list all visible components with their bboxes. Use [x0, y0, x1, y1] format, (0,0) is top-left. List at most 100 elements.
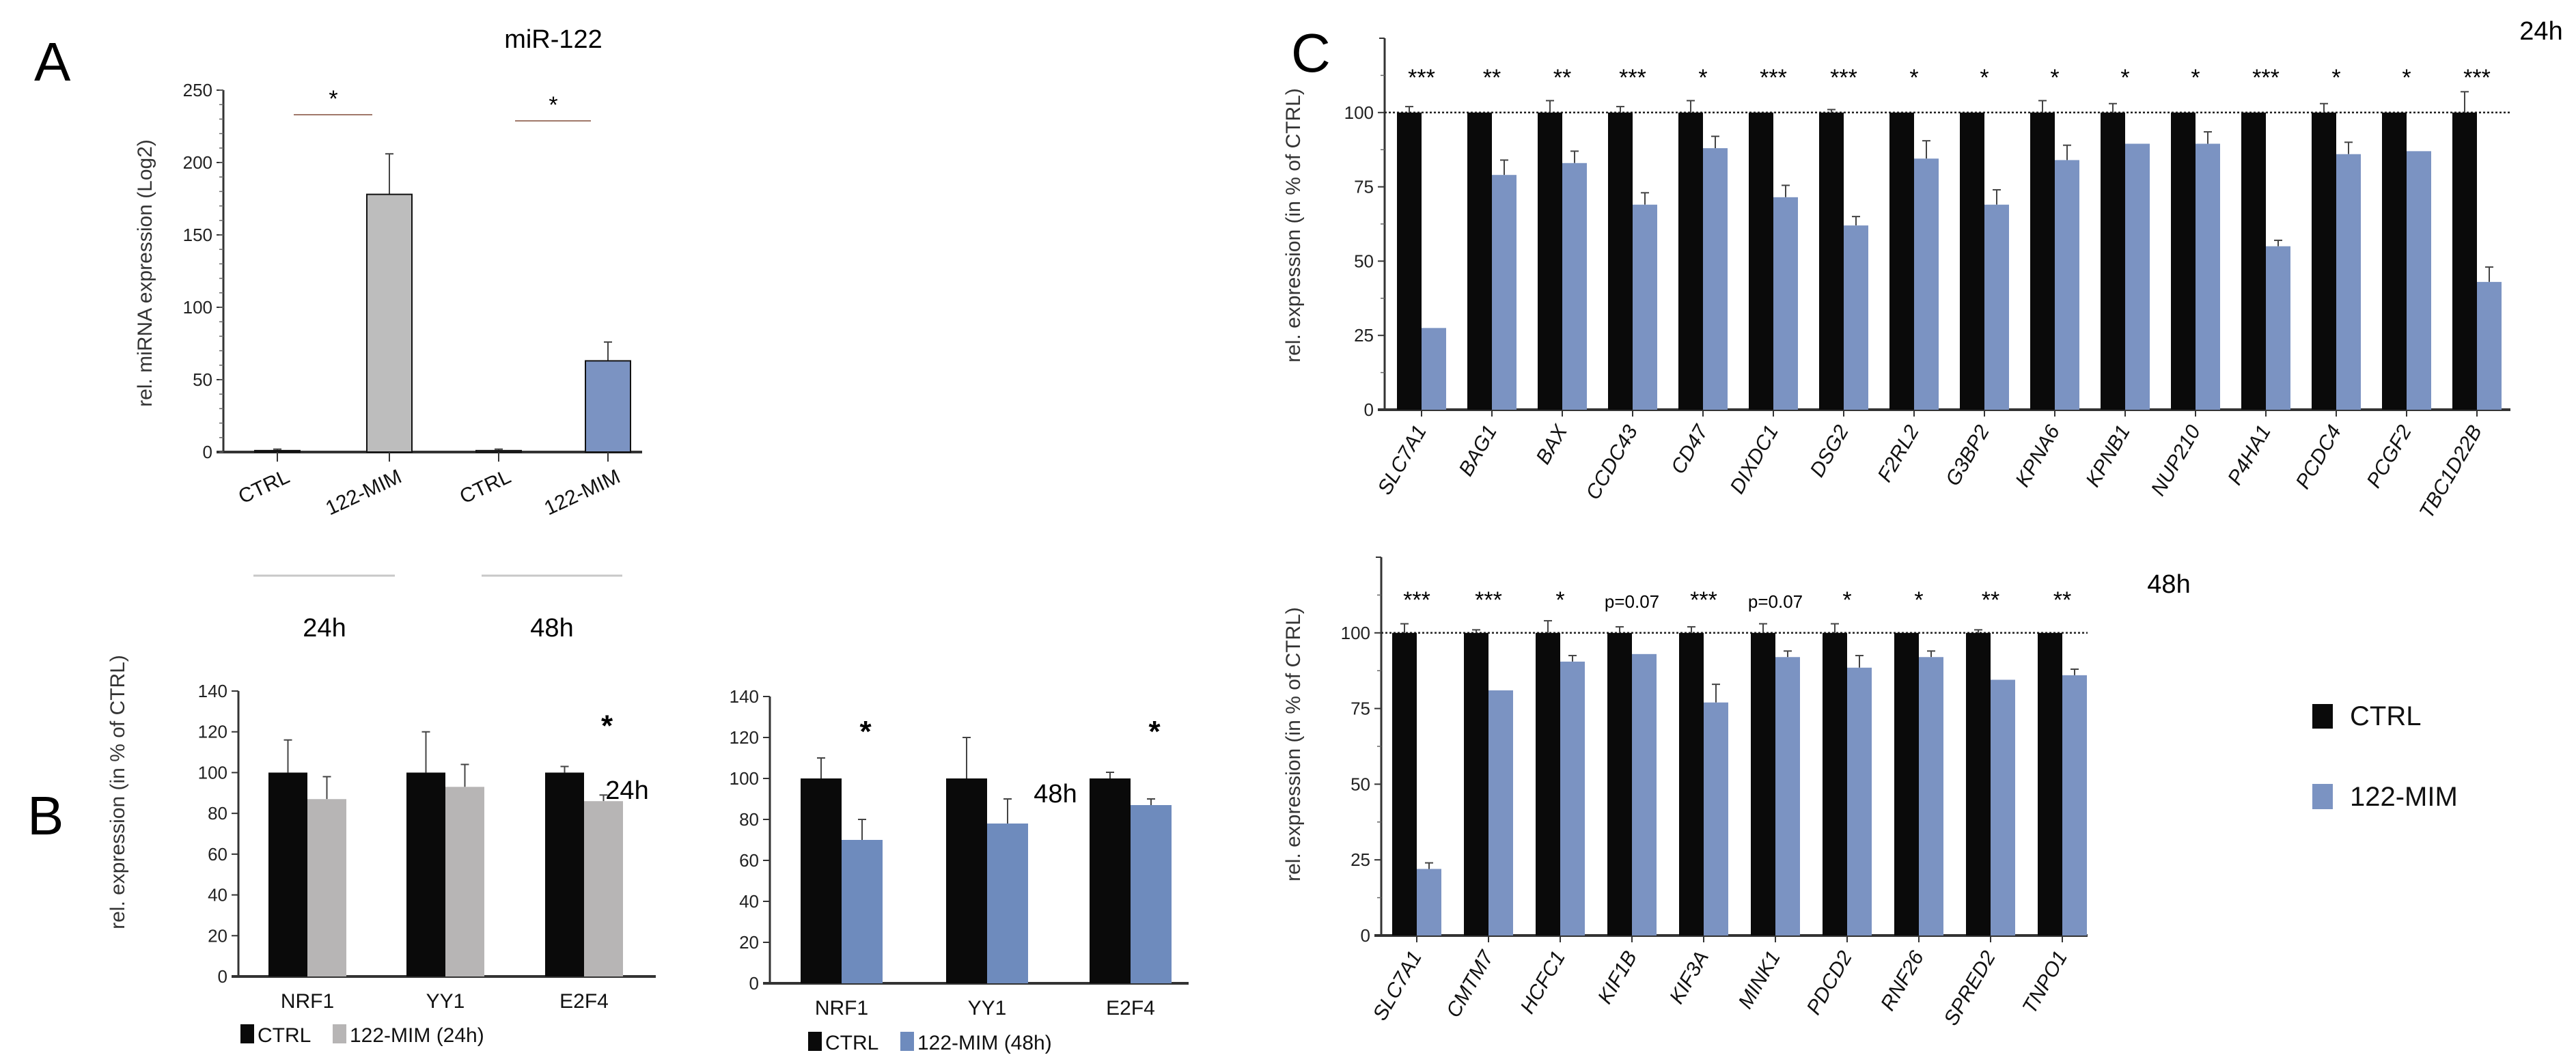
chart-c48-significance: ***	[1403, 587, 1430, 613]
chart-c48-bar-mim	[1991, 679, 2015, 936]
chart-c24-bar-ctrl	[1749, 112, 1773, 410]
chart-a-bar	[475, 449, 522, 453]
chart-c24-x-label: BAG1	[1454, 421, 1501, 480]
chart-c48-y-tick-label: 50	[1351, 774, 1370, 794]
chart-c48-significance: *	[1842, 587, 1851, 613]
chart-b-ylabel: rel. expression (in % of CTRL)	[107, 655, 129, 929]
chart-a-y-tick-label: 150	[183, 225, 212, 245]
chart-c24-x-label: DSG2	[1806, 421, 1854, 481]
chart-c48-y-tick-label: 0	[1361, 925, 1370, 946]
chart-c48-bar-ctrl	[1536, 632, 1560, 936]
group-label-48h: 48h	[530, 614, 573, 643]
chart-a-significance-label: *	[549, 92, 557, 118]
chart-a-x-label: 122-MIM	[322, 465, 405, 520]
chart-c24-x-label: NUP210	[2147, 421, 2205, 500]
chart-b24-title: 24h	[605, 776, 648, 805]
chart-c48-significance: *	[1555, 587, 1564, 613]
chart-b24-x-label: E2F4	[559, 990, 609, 1013]
chart-b24-bar-ctrl	[406, 772, 445, 976]
chart-c24-significance: *	[2402, 65, 2411, 91]
chart-c48-ylabel: rel. expression (in % of CTRL)	[1282, 607, 1305, 882]
chart-c24-significance: *	[1980, 65, 1989, 91]
chart-a-significance-label: *	[329, 86, 337, 112]
chart-b48-y-tick-label: 120	[730, 727, 759, 748]
chart-c48-bar-ctrl	[1464, 632, 1488, 936]
chart-b48-y-tick-label: 140	[730, 686, 759, 707]
chart-c48-bar-mim	[1775, 657, 1800, 936]
chart-c24-bar-mim	[1773, 197, 1798, 410]
chart-b24-y-tick-label: 0	[218, 966, 227, 987]
group-label-24h: 24h	[303, 614, 346, 643]
chart-c48-bar-ctrl	[1894, 632, 1919, 936]
chart-c24-bar-mim	[1984, 204, 2009, 410]
chart-c24-significance: ***	[2463, 65, 2491, 91]
chart-c24-bar-ctrl	[1960, 112, 1984, 410]
chart-c24-significance: *	[2331, 65, 2340, 91]
chart-c24-x-label: CD47	[1667, 421, 1713, 478]
chart-b24-legend-label: CTRL	[258, 1024, 311, 1047]
chart-a-y-tick-label: 0	[203, 442, 212, 462]
chart-c24-y-tick-label: 0	[1364, 399, 1374, 420]
chart-c24-x-label: CCDC43	[1581, 421, 1642, 504]
chart-b48-y-tick-label: 80	[739, 809, 759, 830]
chart-c24-bar-ctrl	[2382, 112, 2407, 410]
chart-c24-bar-ctrl	[1819, 112, 1844, 410]
chart-c24-x-label: PCDC4	[2292, 421, 2346, 493]
legend-c-mim-label: 122-MIM	[2350, 782, 2458, 812]
chart-b48-legend-swatch	[900, 1032, 914, 1051]
chart-b48-legend-label: CTRL	[825, 1032, 878, 1054]
panel-label-a: A	[34, 31, 71, 92]
chart-c24-bar-mim	[1422, 328, 1446, 410]
chart-c48-x-label: CMTM7	[1442, 946, 1499, 1022]
chart-c24-bar-mim	[1914, 158, 1939, 410]
chart-c48-bar-ctrl	[1966, 632, 1991, 936]
chart-c24-significance: *	[1909, 65, 1918, 91]
chart-b48-bar-ctrl	[801, 778, 842, 983]
chart-a-y-tick-label: 50	[193, 369, 212, 390]
chart-c24-y-tick-label: 100	[1344, 102, 1374, 123]
chart-a-x-label: CTRL	[456, 465, 514, 508]
chart-b48-x-label: E2F4	[1106, 997, 1155, 1019]
chart-c48-x-label: SPRED2	[1939, 947, 2000, 1030]
chart-c48-y-tick-label: 100	[1341, 623, 1370, 643]
chart-c48-x-label: PDCD2	[1803, 947, 1857, 1019]
chart-b48-bar-ctrl	[946, 778, 987, 983]
chart-c48-title: 48h	[2147, 570, 2190, 599]
chart-c24-bar-ctrl	[2030, 112, 2055, 410]
panel-label-b: B	[27, 785, 64, 846]
chart-b48-y-tick-label: 0	[749, 973, 759, 994]
chart-b24-y-tick-label: 100	[198, 762, 227, 783]
chart-c24-x-label: TBC1D22B	[2415, 421, 2487, 522]
chart-c24-x-label: KPNA6	[2011, 421, 2064, 491]
chart-a-x-label: 122-MIM	[541, 465, 624, 520]
chart-c24-bar-mim	[1844, 225, 1868, 410]
chart-a-bar	[585, 360, 631, 453]
chart-c48-bar-mim	[1560, 661, 1585, 936]
chart-b24-y-tick-label: 140	[198, 681, 227, 701]
chart-b48-y-tick-label: 100	[730, 768, 759, 789]
chart-a-y-tick-label: 200	[183, 152, 212, 173]
chart-c24-significance: ***	[1760, 65, 1787, 91]
chart-c24-bar-mim	[1562, 163, 1587, 410]
chart-b48-significance: *	[1148, 715, 1161, 748]
chart-c24-significance: ***	[1830, 65, 1857, 91]
chart-c24-bar-ctrl	[1889, 112, 1914, 410]
chart-c24-bar-mim	[1703, 148, 1728, 410]
legend-c-ctrl-label: CTRL	[2350, 701, 2421, 731]
chart-b24-y-tick-label: 20	[208, 925, 227, 946]
chart-b24-bar-mim	[584, 801, 623, 976]
chart-c24-significance: ***	[1619, 65, 1646, 91]
chart-b24-legend-label: 122-MIM (24h)	[350, 1024, 484, 1047]
chart-c24-bar-ctrl	[2452, 112, 2477, 410]
chart-b48-bar-mim	[987, 824, 1028, 983]
chart-c24-x-label: F2RL2	[1873, 421, 1924, 486]
chart-c24-x-label: SLC7A1	[1374, 421, 1431, 498]
chart-c24-y-tick-label: 75	[1354, 177, 1374, 197]
chart-b48-bar-mim	[1131, 805, 1172, 983]
chart-c48-bar-ctrl	[1607, 632, 1632, 936]
chart-c24-bar-ctrl	[1397, 112, 1422, 410]
chart-c48-x-label: TNPO1	[2018, 947, 2072, 1017]
chart-c48-bar-ctrl	[1392, 632, 1417, 936]
chart-c48-bar-mim	[1847, 667, 1872, 936]
